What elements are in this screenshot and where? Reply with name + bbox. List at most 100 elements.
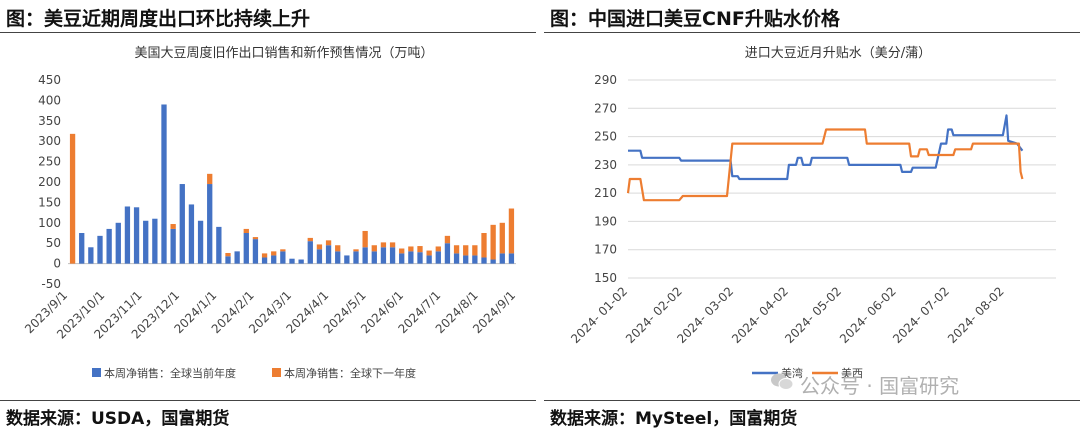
bar-current-year	[271, 255, 277, 264]
bar-current-year	[143, 220, 149, 264]
bar-current-year	[152, 218, 158, 264]
bar-current-year	[225, 256, 231, 264]
bar-next-year	[243, 228, 249, 233]
bar-current-year	[316, 249, 323, 264]
bar-next-year	[225, 252, 231, 257]
bar-next-year	[271, 251, 277, 256]
left-source: 数据来源：USDA，国富期货	[6, 409, 230, 429]
bar-next-year	[463, 245, 469, 256]
soybean-export-bar-chart: 美国大豆周度旧作出口销售和新作预售情况（万吨） -50 0 50 100 150 200 25…	[22, 45, 518, 380]
bar-current-year	[435, 251, 441, 264]
bar-next-year	[453, 245, 460, 254]
bar-current-year	[115, 222, 121, 264]
bar-next-year	[472, 245, 478, 256]
right-bottom-rule	[544, 400, 1080, 401]
y-tick-label: 210	[594, 186, 617, 200]
bar-next-year	[316, 244, 323, 250]
bar-current-year	[280, 251, 286, 264]
y-tick-label: 250	[38, 155, 61, 169]
bar-current-year	[344, 255, 350, 264]
bar-current-year	[298, 259, 304, 264]
bar-current-year	[197, 220, 204, 264]
bar-next-year	[207, 173, 213, 185]
legend-label-gulf: 美湾	[781, 366, 803, 380]
bar-current-year	[179, 184, 185, 264]
left-bottom-rule	[0, 400, 536, 401]
bar-current-year	[426, 255, 432, 264]
y-tick-label: 170	[594, 243, 617, 257]
bar-current-year	[234, 251, 240, 264]
bar-current-year	[481, 257, 487, 264]
series-line-gulf	[628, 114, 1024, 181]
bar-current-year	[106, 228, 112, 264]
left-chart-panel: 图：美豆近期周度出口环比持续上升 美国大豆周度旧作出口销售和新作预售情况（万吨）…	[0, 0, 536, 431]
bar-next-year	[325, 240, 332, 246]
y-tick-label: 270	[594, 101, 617, 115]
bar-current-year	[371, 251, 377, 264]
bar-next-year	[508, 208, 515, 254]
bar-current-year	[453, 253, 460, 264]
right-panel-title: 图：中国进口美豆CNF升贴水价格	[550, 8, 840, 30]
watermark: 公众号 · 国富研究	[800, 374, 960, 398]
wechat-icon	[771, 373, 794, 390]
bar-current-year	[261, 257, 268, 264]
bar-current-year	[88, 247, 94, 264]
bar-next-year	[261, 253, 268, 258]
bar-next-year	[335, 245, 341, 252]
bar-current-year	[472, 255, 478, 264]
bar-current-year	[490, 259, 496, 264]
bar-next-year	[69, 133, 76, 264]
y-tick-label: 100	[38, 216, 61, 230]
legend-label-next-year: 本周净销售：全球下一年度	[284, 366, 416, 380]
bar-next-year	[481, 233, 487, 258]
y-tick-label: 400	[38, 93, 61, 107]
y-tick-label: -50	[41, 277, 61, 291]
y-tick-label: 250	[594, 130, 617, 144]
bar-current-year	[252, 239, 259, 264]
bar-current-year	[188, 204, 195, 264]
bar-next-year	[252, 237, 259, 240]
bar-next-year	[490, 224, 496, 260]
legend-label-pnw: 美西	[841, 367, 863, 380]
bar-next-year	[389, 242, 396, 248]
bar-current-year	[499, 253, 505, 264]
bar-current-year	[133, 207, 140, 264]
y-tick-label: 0	[53, 257, 61, 271]
bar-current-year	[307, 241, 313, 264]
bar-next-year	[371, 245, 377, 252]
bar-next-year	[408, 246, 414, 252]
bar-current-year	[124, 206, 131, 264]
bar-current-year	[335, 251, 341, 264]
bar-current-year	[216, 226, 222, 264]
x-tick-label: 2024- 08-02	[945, 284, 1007, 346]
bar-current-year	[161, 104, 167, 264]
y-tick-label: 150	[594, 271, 617, 285]
bar-next-year	[353, 249, 359, 252]
bar-current-year	[243, 233, 249, 264]
bar-next-year	[362, 230, 368, 248]
bar-next-year	[435, 246, 441, 252]
y-tick-label: 350	[38, 114, 61, 128]
right-source: 数据来源：MySteel，国富期货	[550, 409, 798, 429]
x-tick-label: 2024- 07-02	[890, 284, 952, 346]
bar-current-year	[362, 247, 368, 264]
x-tick-label: 2024- 05-02	[782, 284, 844, 346]
left-panel-title: 图：美豆近期周度出口环比持续上升	[6, 8, 311, 30]
legend-swatch-next-year	[272, 368, 281, 377]
x-tick-label: 2024- 01-02	[568, 284, 630, 346]
bar-next-year	[444, 235, 451, 244]
right-chart-panel: 图：中国进口美豆CNF升贴水价格 进口大豆近月升贴水（美分/蒲） 150 170 19…	[544, 0, 1080, 431]
legend-label-current-year: 本周净销售：全球当前年度	[104, 366, 236, 380]
y-tick-label: 50	[46, 236, 61, 250]
bar-current-year	[380, 247, 387, 264]
legend-swatch-current-year	[92, 368, 101, 377]
bar-current-year	[444, 243, 451, 264]
left-top-rule	[0, 32, 536, 33]
bar-next-year	[280, 249, 286, 252]
bar-current-year	[463, 255, 469, 264]
y-tick-label: 200	[38, 175, 61, 189]
cnf-premium-line-chart: 进口大豆近月升贴水（美分/蒲） 150 170 190 210 230 250 270 290 2…	[568, 46, 1056, 380]
y-tick-label: 190	[594, 214, 617, 228]
chart-title: 美国大豆周度旧作出口销售和新作预售情况（万吨）	[134, 45, 433, 61]
y-tick-label: 290	[594, 73, 617, 87]
